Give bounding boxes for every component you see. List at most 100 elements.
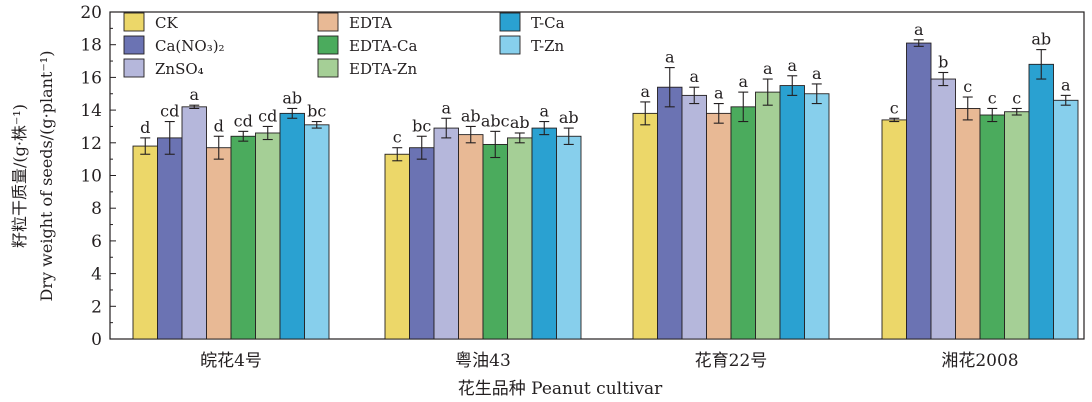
significance-letter: a xyxy=(189,85,199,104)
bar xyxy=(657,86,683,340)
bar xyxy=(279,112,305,340)
significance-letter: c xyxy=(890,98,899,117)
legend-label: EDTA-Zn xyxy=(349,60,417,78)
significance-letter: bc xyxy=(412,116,431,135)
significance-letter: c xyxy=(1012,88,1021,107)
legend-swatch xyxy=(123,12,145,32)
y-tick-label: 0 xyxy=(91,330,102,350)
bar xyxy=(556,135,582,340)
significance-letter: a xyxy=(738,72,748,91)
bar xyxy=(132,145,158,340)
significance-letter: b xyxy=(938,52,948,71)
legend: CK Ca(NO₃)₂ ZnSO₄ EDTA EDTA-Ca EDTA-Zn T-Ca T-Z… xyxy=(123,12,565,78)
significance-letter: a xyxy=(1061,75,1071,94)
y-axis-label-en: Dry weight of seeds/(g·plant⁻¹) xyxy=(37,51,56,302)
significance-letter: abc xyxy=(481,111,510,130)
bar xyxy=(730,106,756,340)
y-tick-label: 2 xyxy=(91,297,102,317)
bar xyxy=(531,127,557,340)
bar xyxy=(930,78,956,340)
significance-letter: c xyxy=(988,88,997,107)
bar xyxy=(779,85,805,340)
bar xyxy=(206,147,232,340)
legend-label: T-Zn xyxy=(531,37,565,55)
bar xyxy=(409,147,435,340)
significance-letter: ab xyxy=(461,106,481,125)
bar xyxy=(755,91,781,340)
x-axis-label: 花生品种 Peanut cultivar xyxy=(458,379,663,399)
bar xyxy=(458,134,484,340)
bar xyxy=(304,124,330,340)
x-tick-label: 皖花4号 xyxy=(200,351,262,371)
bar xyxy=(482,143,508,340)
y-tick-label: 10 xyxy=(80,167,102,187)
bar xyxy=(955,108,981,340)
y-tick-label: 4 xyxy=(91,265,102,285)
axes-layer: 0 2 4 6 8 10 12 14 16 18 20 皖花4号 粤油43 花育22号 湘花2008 xyxy=(80,3,1018,371)
significance-letter: d xyxy=(140,118,150,137)
legend-label: CK xyxy=(155,14,178,32)
significance-letter: a xyxy=(689,67,699,86)
bar xyxy=(632,112,658,340)
y-tick-label: 8 xyxy=(91,199,102,219)
bar xyxy=(1028,63,1054,340)
legend-swatch xyxy=(317,35,339,55)
legend-swatch xyxy=(499,35,521,55)
significance-letter: a xyxy=(441,98,451,117)
significance-letter: d xyxy=(214,116,224,135)
x-tick-label: 粤油43 xyxy=(455,351,511,371)
bar xyxy=(906,42,932,340)
legend-label: T-Ca xyxy=(531,14,565,32)
legend-swatch xyxy=(123,35,145,55)
significance-letter: a xyxy=(714,84,724,103)
bar xyxy=(681,94,707,340)
significance-letter: ab xyxy=(510,113,530,132)
significance-letter: ab xyxy=(1031,30,1051,49)
y-tick-label: 6 xyxy=(91,232,102,252)
bar xyxy=(181,106,207,340)
y-tick-label: 20 xyxy=(80,3,102,23)
significance-letter: a xyxy=(539,102,549,121)
bar xyxy=(706,112,732,340)
legend-label: EDTA xyxy=(349,14,392,32)
bar xyxy=(255,132,281,340)
legend-label: Ca(NO₃)₂ xyxy=(155,37,225,55)
significance-letter: a xyxy=(665,48,675,67)
significance-letter: ab xyxy=(282,88,302,107)
significance-letter: ab xyxy=(559,108,579,127)
bar xyxy=(157,137,183,340)
significance-letter: c xyxy=(963,77,972,96)
bar xyxy=(384,153,410,340)
bar xyxy=(507,137,533,340)
significance-letter: cd xyxy=(234,111,253,130)
significance-letter: bc xyxy=(307,102,326,121)
bar xyxy=(804,93,830,340)
bar xyxy=(433,127,459,340)
significance-letter: a xyxy=(914,20,924,39)
significance-letter: c xyxy=(393,128,402,147)
x-tick-label: 湘花2008 xyxy=(941,351,1018,371)
legend-label: EDTA-Ca xyxy=(349,37,418,55)
y-tick-label: 14 xyxy=(80,101,102,121)
bar xyxy=(881,119,907,340)
significance-letter: cd xyxy=(258,106,277,125)
bar xyxy=(1053,99,1079,340)
y-tick-label: 18 xyxy=(80,36,102,56)
legend-swatch xyxy=(317,58,339,78)
legend-swatch xyxy=(123,58,145,78)
significance-letter: a xyxy=(812,64,822,83)
y-tick-label: 12 xyxy=(80,134,102,154)
bar xyxy=(230,135,256,340)
bar xyxy=(1004,111,1030,340)
significance-letter: a xyxy=(640,82,650,101)
significance-letter: a xyxy=(763,59,773,78)
y-axis-label-cn: 籽粒干质量/(g·株⁻¹) xyxy=(10,104,29,248)
significance-letter: a xyxy=(787,56,797,75)
significance-letter: cd xyxy=(160,102,179,121)
legend-label: ZnSO₄ xyxy=(155,60,204,78)
legend-swatch xyxy=(499,12,521,32)
bar xyxy=(979,114,1005,340)
legend-swatch xyxy=(317,12,339,32)
